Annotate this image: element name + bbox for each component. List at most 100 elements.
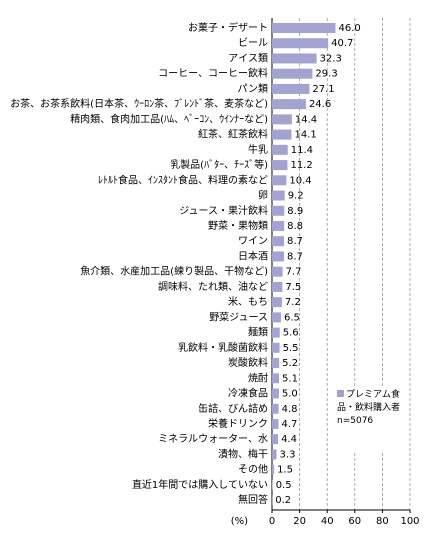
bar <box>272 53 317 64</box>
bar <box>272 464 275 475</box>
y-tick-label: 紅茶、紅茶飲料 <box>198 128 268 141</box>
bar <box>272 418 279 429</box>
y-tick-label: 炭酸飲料 <box>228 356 268 369</box>
bar <box>272 281 283 292</box>
legend-label: プレミアム食品・飲料購入者 <box>337 390 401 413</box>
y-tick-label: 缶詰、びん詰め <box>198 402 268 415</box>
value-label: 5.5 <box>283 343 299 354</box>
y-tick-label: 麺類 <box>248 326 268 339</box>
bar <box>272 388 279 399</box>
y-tick-label: パン類 <box>238 83 269 95</box>
y-tick-label: お茶、お茶系飲料(日本茶、ｳｰﾛﾝ茶、ﾌﾞﾚﾝﾄﾞ茶、麦茶など) <box>10 97 268 110</box>
x-tick-label: 0 <box>269 516 275 527</box>
y-tick-label: 日本酒 <box>238 249 268 262</box>
bar <box>272 251 285 262</box>
bar <box>272 403 279 414</box>
bar <box>272 38 329 49</box>
bar <box>272 312 281 323</box>
bar <box>272 449 277 460</box>
value-label: 0.5 <box>276 480 292 491</box>
value-label: 24.6 <box>309 99 331 110</box>
value-label: 9.2 <box>288 191 304 202</box>
bar <box>272 99 306 110</box>
x-tick-label: 80 <box>376 516 389 527</box>
value-label: 11.4 <box>291 145 313 156</box>
bar <box>272 236 285 247</box>
bar <box>272 297 282 308</box>
bar <box>272 129 292 140</box>
y-tick-label: コーヒー、コーヒー飲料 <box>158 67 268 80</box>
value-label: 40.7 <box>331 38 353 49</box>
y-tick-label: 米、もち <box>228 295 268 308</box>
value-label: 11.2 <box>290 160 312 171</box>
value-label: 7.7 <box>286 267 302 278</box>
value-label: 4.7 <box>281 419 297 430</box>
y-tick-label: ジュース・果汁飲料 <box>179 204 268 217</box>
value-label: 8.7 <box>287 251 303 262</box>
y-tick-label: 乳製品(ﾊﾞﾀｰ、ﾁｰｽﾞ等) <box>170 158 268 171</box>
value-label: 27.1 <box>312 84 334 95</box>
x-tick-label: 60 <box>348 516 361 527</box>
y-tick-label: 無回答 <box>238 493 268 506</box>
unit-label: (%) <box>231 516 248 527</box>
bar <box>272 83 310 94</box>
value-label: 29.3 <box>315 69 337 80</box>
y-tick-label: 漬物、梅干 <box>218 447 268 460</box>
value-label: 6.5 <box>284 312 300 323</box>
bar <box>272 220 285 231</box>
bar <box>272 434 279 445</box>
value-label: 46.0 <box>338 23 360 34</box>
bar <box>272 160 288 171</box>
y-tick-label: お菓子・デザート <box>188 21 268 34</box>
y-tick-label: ワイン <box>238 236 268 247</box>
value-label: 0.2 <box>275 495 291 506</box>
y-tick-label: ビール <box>238 37 268 49</box>
value-label: 4.4 <box>281 434 297 445</box>
annotation: n=5076 <box>337 416 374 426</box>
legend-swatch <box>337 390 344 397</box>
legend: プレミアム食品・飲料購入者 n=5076 <box>335 386 405 452</box>
value-label: 14.4 <box>295 114 317 125</box>
y-tick-label: 直近1年間では購入していない <box>132 478 268 491</box>
y-tick-label: 精肉類、食肉加工品(ﾊﾑ、ﾍﾞｰｺﾝ、ｳｲﾝﾅｰなど) <box>70 112 268 125</box>
value-label: 7.2 <box>285 297 301 308</box>
bar <box>272 144 288 155</box>
y-tick-label: 野菜ジュース <box>209 311 268 323</box>
value-label: 4.8 <box>282 404 298 415</box>
bar <box>272 327 280 338</box>
value-label: 8.9 <box>287 206 303 217</box>
x-tick-label: 20 <box>293 516 306 527</box>
bar <box>272 205 285 216</box>
y-tick-label: 調味料、たれ類、油など <box>158 280 268 293</box>
y-tick-label: 焼酎 <box>248 371 268 384</box>
y-tick-label: その他 <box>238 463 268 476</box>
bar <box>272 342 280 353</box>
value-label: 7.5 <box>285 282 301 293</box>
value-label: 8.8 <box>287 221 303 232</box>
value-label: 8.7 <box>287 236 303 247</box>
y-tick-label: 牛乳 <box>248 143 268 156</box>
y-tick-label: 栄養ドリンク <box>208 417 268 430</box>
bar <box>272 68 313 79</box>
y-tick-label: ﾚﾄﾙﾄ食品、ｲﾝｽﾀﾝﾄ食品、料理の素など <box>98 173 268 186</box>
y-tick-label: 卵 <box>258 190 268 202</box>
value-label: 32.3 <box>320 53 342 64</box>
bar <box>272 479 273 490</box>
y-tick-label: ミネラルウォーター、水 <box>158 433 268 445</box>
y-tick-label: 乳飲料・乳酸菌飲料 <box>178 341 268 354</box>
y-tick-label: 冷凍食品 <box>228 387 268 400</box>
y-tick-label: 魚介類、水産加工品(練り製品、干物など) <box>80 265 268 278</box>
value-label: 3.3 <box>280 449 296 460</box>
bar <box>272 114 292 125</box>
y-tick-label: アイス類 <box>228 52 268 64</box>
value-label: 5.6 <box>283 328 299 339</box>
value-label: 5.0 <box>282 389 298 400</box>
bar <box>272 266 283 277</box>
x-tick-label: 40 <box>321 516 334 527</box>
bar <box>272 373 280 384</box>
value-label: 14.1 <box>294 130 316 141</box>
value-label: 10.4 <box>289 175 311 186</box>
x-tick-label: 100 <box>400 516 419 527</box>
